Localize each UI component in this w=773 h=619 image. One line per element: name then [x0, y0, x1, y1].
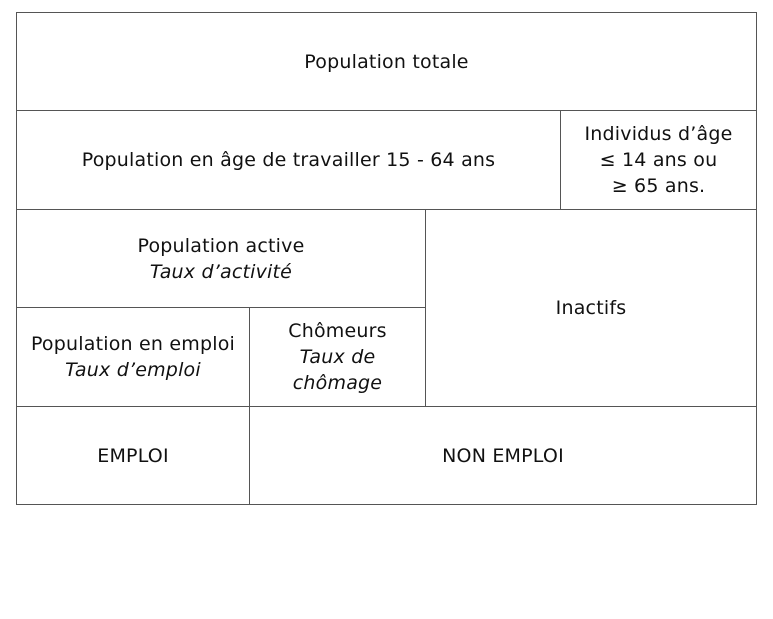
divider-col-individus — [560, 110, 561, 210]
divider-row-1 — [16, 110, 757, 111]
individus-line-2: ≤ 14 ans ou — [599, 149, 718, 171]
emploi-label: EMPLOI — [97, 444, 169, 467]
population-active-label: Population active — [137, 234, 305, 257]
population-totale-label: Population totale — [304, 50, 469, 73]
cell-population-totale: Population totale — [17, 13, 756, 110]
individus-line-3: ≥ 65 ans. — [611, 175, 706, 197]
cell-population-age-travailler: Population en âge de travailler 15 - 64 … — [17, 111, 560, 209]
non-emploi-label: NON EMPLOI — [442, 444, 564, 467]
divider-row-2 — [16, 209, 757, 210]
cell-individus-hors-age: Individus d’âge ≤ 14 ans ou ≥ 65 ans. — [561, 111, 756, 209]
cell-inactifs: Inactifs — [426, 210, 756, 406]
population-age-travailler-label: Population en âge de travailler 15 - 64 … — [81, 149, 496, 171]
divider-col-chomeurs — [249, 307, 250, 505]
divider-row-3 — [16, 307, 426, 308]
taux-chomage-line-1: Taux de — [299, 346, 376, 368]
inactifs-label: Inactifs — [555, 297, 627, 319]
individus-line-1: Individus d’âge — [584, 123, 733, 145]
cell-non-emploi: NON EMPLOI — [250, 407, 756, 504]
taux-chomage-line-2: chômage — [292, 372, 383, 394]
taux-activite-label: Taux d’activité — [149, 260, 293, 283]
divider-col-inactifs — [425, 209, 426, 407]
population-emploi-label: Population en emploi — [30, 333, 236, 355]
chomeurs-label: Chômeurs — [288, 320, 387, 342]
cell-emploi: EMPLOI — [17, 407, 249, 504]
cell-population-emploi: Population en emploi Taux d’emploi — [17, 308, 249, 406]
diagram-frame — [16, 12, 757, 505]
divider-row-4 — [16, 406, 757, 407]
cell-chomeurs: Chômeurs Taux de chômage — [250, 308, 425, 406]
cell-population-active: Population active Taux d’activité — [17, 210, 425, 307]
taux-emploi-label: Taux d’emploi — [65, 359, 201, 381]
